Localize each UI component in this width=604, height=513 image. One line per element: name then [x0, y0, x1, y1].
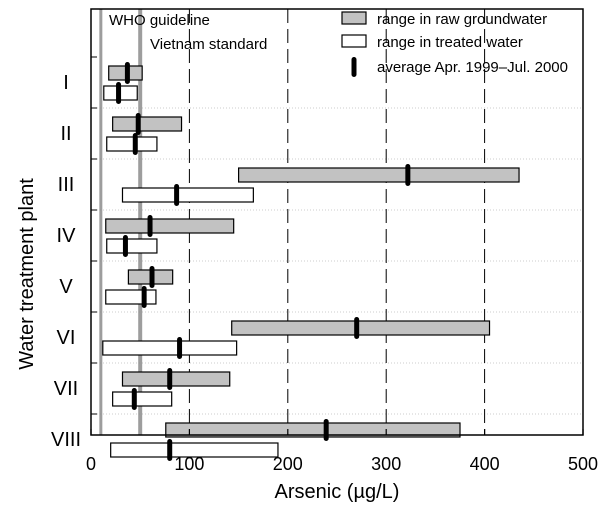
- treated-range-bar: [105, 289, 157, 305]
- plant-label: VI: [57, 327, 76, 349]
- raw-average-marker: [323, 419, 329, 441]
- treated-average-marker: [177, 337, 183, 359]
- treated-average-marker: [116, 82, 122, 104]
- treated-average-marker: [141, 286, 147, 308]
- range-bars: [102, 65, 520, 458]
- legend-raw-swatch: [341, 11, 367, 25]
- plot-frame: [90, 8, 584, 436]
- x-tick-label: 100: [174, 454, 204, 474]
- plant-label: VII: [54, 378, 78, 400]
- treated-range-bar: [106, 238, 158, 254]
- raw-average-marker: [149, 266, 155, 288]
- treated-average-marker: [131, 388, 137, 410]
- plant-label: I: [63, 72, 69, 94]
- x-tick-label: 0: [86, 454, 96, 474]
- legend-raw-label: range in raw groundwater: [377, 11, 547, 28]
- legend-average-marker: [351, 57, 357, 77]
- x-tick-label: 200: [273, 454, 303, 474]
- legend: range in raw groundwater range in treate…: [341, 11, 568, 77]
- average-markers: [116, 62, 411, 461]
- raw-average-marker: [147, 215, 153, 237]
- raw-average-marker: [167, 368, 173, 390]
- raw-range-bar: [121, 371, 231, 387]
- treated-range-bar: [110, 442, 279, 458]
- plant-label: IV: [57, 225, 77, 247]
- treated-range-bar: [121, 187, 254, 203]
- plant-label: V: [59, 276, 73, 298]
- x-tick-label: 500: [568, 454, 598, 474]
- x-tick-label: 400: [470, 454, 500, 474]
- treated-average-marker: [132, 133, 138, 155]
- raw-range-bar: [238, 167, 520, 183]
- legend-treated-label: range in treated water: [377, 34, 523, 51]
- legend-average-label: average Apr. 1999–Jul. 2000: [377, 59, 568, 76]
- raw-average-marker: [405, 164, 411, 186]
- plant-label: II: [60, 123, 71, 145]
- raw-average-marker: [135, 113, 141, 135]
- legend-treated-swatch: [341, 34, 367, 48]
- raw-average-marker: [124, 62, 130, 84]
- plant-label: VIII: [51, 429, 81, 451]
- raw-range-bar: [231, 320, 491, 336]
- raw-range-bar: [105, 218, 235, 234]
- treated-average-marker: [167, 439, 173, 461]
- plant-label: III: [58, 174, 75, 196]
- x-tick-label: 300: [371, 454, 401, 474]
- raw-average-marker: [354, 317, 360, 339]
- x-axis-ticks: 0 100 200 300 400 500: [86, 429, 598, 474]
- y-axis-label: Water treatment plant: [16, 178, 38, 370]
- treated-range-bar: [112, 391, 173, 407]
- x-axis-label: Arsenic (µg/L): [275, 481, 400, 503]
- raw-range-bar: [112, 116, 183, 132]
- who-guideline-label: WHO guideline: [109, 12, 210, 29]
- treated-range-bar: [102, 340, 238, 356]
- treated-average-marker: [174, 184, 180, 206]
- vietnam-standard-label: Vietnam standard: [150, 36, 267, 53]
- treated-average-marker: [122, 235, 128, 257]
- treated-range-bar: [106, 136, 158, 152]
